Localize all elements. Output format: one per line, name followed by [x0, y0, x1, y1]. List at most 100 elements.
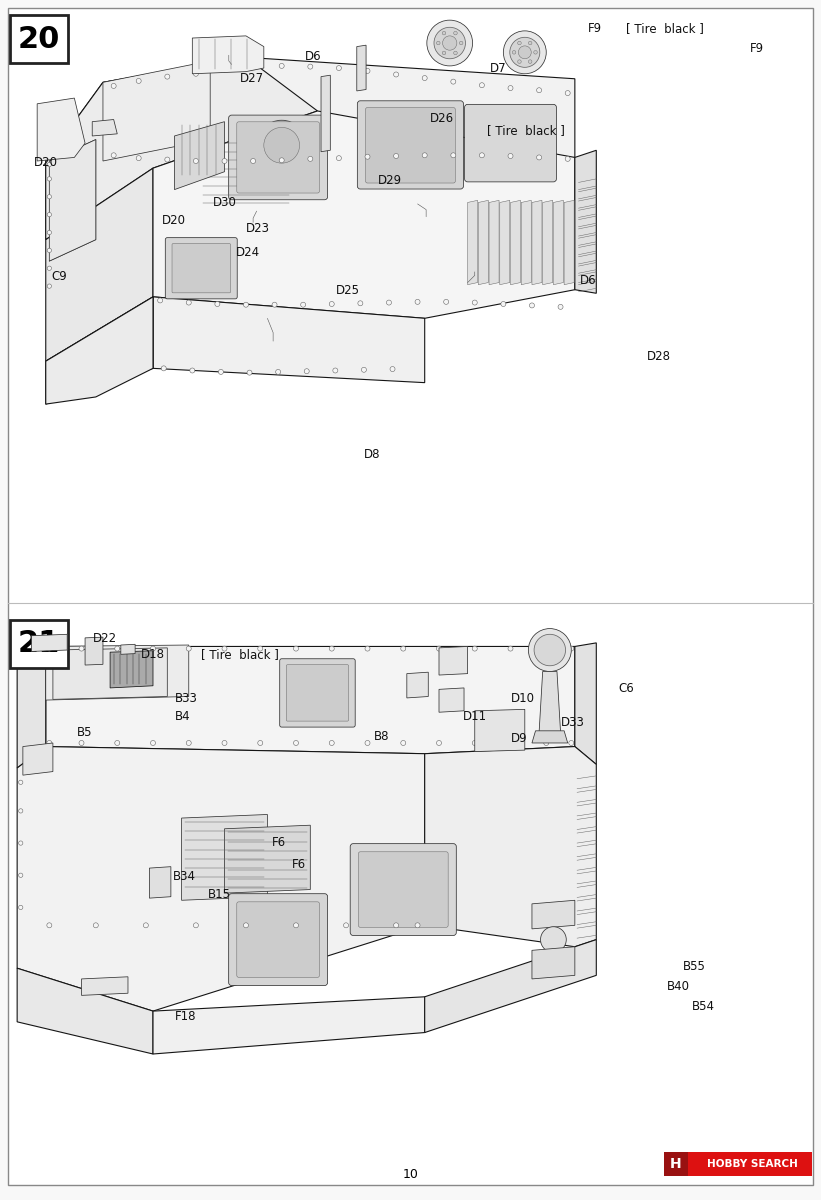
Circle shape	[47, 923, 52, 928]
Text: F6: F6	[272, 836, 287, 850]
Polygon shape	[468, 200, 478, 284]
Circle shape	[508, 85, 513, 90]
Circle shape	[343, 923, 349, 928]
Polygon shape	[407, 672, 429, 698]
Circle shape	[537, 88, 542, 92]
Bar	[10, 14, 68, 62]
Circle shape	[47, 266, 52, 270]
Text: C6: C6	[618, 682, 634, 695]
Circle shape	[518, 41, 521, 44]
Circle shape	[222, 67, 227, 72]
Text: B54: B54	[692, 1000, 715, 1013]
Circle shape	[365, 740, 370, 745]
Circle shape	[136, 156, 141, 161]
Polygon shape	[17, 968, 153, 1054]
Circle shape	[47, 230, 52, 235]
Polygon shape	[110, 650, 153, 688]
Polygon shape	[224, 826, 310, 893]
Circle shape	[529, 60, 532, 64]
Text: D20: D20	[34, 156, 58, 169]
FancyBboxPatch shape	[287, 665, 348, 721]
Circle shape	[79, 740, 84, 745]
Polygon shape	[357, 46, 366, 91]
Circle shape	[79, 646, 84, 652]
Circle shape	[443, 36, 456, 50]
Circle shape	[401, 646, 406, 652]
Polygon shape	[49, 139, 96, 262]
Circle shape	[115, 740, 120, 745]
Circle shape	[218, 370, 223, 374]
Text: D20: D20	[162, 214, 186, 227]
Circle shape	[387, 300, 392, 305]
Circle shape	[401, 740, 406, 745]
Circle shape	[47, 212, 52, 217]
Polygon shape	[153, 997, 424, 1054]
Circle shape	[47, 162, 52, 167]
Text: [ Tire  black ]: [ Tire black ]	[487, 124, 565, 137]
Circle shape	[308, 64, 313, 70]
Circle shape	[150, 740, 155, 745]
Circle shape	[194, 923, 199, 928]
Polygon shape	[475, 709, 525, 751]
Polygon shape	[153, 110, 575, 318]
Circle shape	[479, 152, 484, 157]
Circle shape	[308, 156, 313, 161]
Polygon shape	[46, 296, 153, 404]
Polygon shape	[153, 296, 424, 383]
Circle shape	[437, 646, 442, 652]
Polygon shape	[53, 648, 167, 700]
Circle shape	[250, 64, 255, 70]
Circle shape	[565, 90, 571, 96]
Circle shape	[337, 66, 342, 71]
Circle shape	[544, 740, 548, 745]
Text: 20: 20	[18, 24, 60, 54]
Circle shape	[293, 740, 299, 745]
Bar	[664, 1152, 812, 1176]
Circle shape	[508, 740, 513, 745]
Circle shape	[569, 646, 574, 652]
Circle shape	[358, 301, 363, 306]
Circle shape	[293, 646, 299, 652]
Circle shape	[512, 50, 516, 54]
Polygon shape	[575, 150, 596, 293]
Circle shape	[293, 923, 299, 928]
Circle shape	[518, 60, 521, 64]
Text: D6: D6	[580, 274, 597, 287]
FancyBboxPatch shape	[365, 108, 456, 184]
Polygon shape	[23, 743, 53, 775]
Circle shape	[165, 157, 170, 162]
Text: B4: B4	[175, 710, 190, 722]
Circle shape	[47, 646, 52, 652]
Circle shape	[434, 28, 466, 59]
Polygon shape	[46, 646, 189, 700]
Text: D30: D30	[213, 196, 237, 209]
Circle shape	[258, 646, 263, 652]
Polygon shape	[121, 644, 135, 654]
Circle shape	[300, 302, 305, 307]
Circle shape	[503, 31, 546, 73]
Polygon shape	[103, 58, 575, 168]
Circle shape	[186, 740, 191, 745]
Circle shape	[501, 301, 506, 306]
Text: B5: B5	[77, 726, 93, 739]
Circle shape	[454, 31, 457, 35]
Circle shape	[530, 302, 534, 308]
Circle shape	[393, 923, 399, 928]
Polygon shape	[511, 200, 521, 284]
Text: D7: D7	[490, 62, 507, 74]
Polygon shape	[532, 731, 567, 743]
Circle shape	[258, 740, 263, 745]
Text: B33: B33	[175, 692, 198, 704]
Circle shape	[94, 923, 99, 928]
Text: D18: D18	[141, 648, 165, 661]
Text: B40: B40	[667, 980, 690, 994]
Circle shape	[215, 301, 220, 306]
Polygon shape	[92, 120, 117, 136]
Polygon shape	[46, 647, 575, 754]
Text: 21: 21	[18, 630, 60, 659]
Polygon shape	[564, 200, 574, 284]
Text: D24: D24	[236, 246, 260, 259]
Circle shape	[443, 31, 446, 35]
Circle shape	[451, 152, 456, 157]
Circle shape	[47, 740, 52, 745]
